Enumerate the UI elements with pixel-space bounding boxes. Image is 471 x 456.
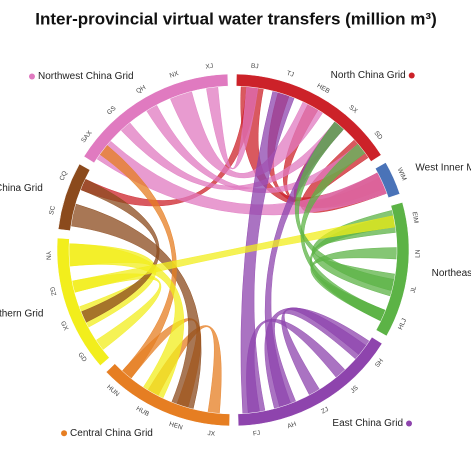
- region-arc: [375, 202, 410, 337]
- region-label: Northeast China Grid: [432, 268, 471, 279]
- province-label: GD: [76, 351, 88, 363]
- province-label: GX: [59, 320, 70, 332]
- province-label: TJ: [286, 70, 295, 79]
- ring: BJ TJ HEB SX SD North China Grid WIM West Inner…: [0, 63, 471, 439]
- region-label: Southwest China Grid: [0, 183, 43, 194]
- region-arc: [236, 73, 382, 162]
- province-label: BJ: [251, 63, 259, 71]
- region-dot: [406, 420, 413, 427]
- chords: [68, 85, 398, 414]
- region-label: Northwest China Grid: [38, 71, 134, 82]
- region-arc: [56, 237, 110, 366]
- province-label: SAX: [80, 129, 94, 144]
- province-label: AH: [287, 421, 298, 431]
- province-label: HLJ: [397, 318, 408, 331]
- region-arc: [374, 162, 401, 199]
- province-label: SC: [48, 205, 57, 216]
- province-label: GZ: [48, 286, 57, 296]
- province-label: JL: [410, 285, 418, 294]
- region-label: China Southern Grid: [0, 308, 43, 319]
- title: Inter-provincial virtual water transfers…: [35, 9, 436, 28]
- province-label: YN: [44, 251, 51, 261]
- region-label: Central China Grid: [70, 428, 153, 439]
- region-dot: [28, 73, 35, 80]
- region-label: West Inner Mongolia Grid: [415, 163, 471, 174]
- province-label: FJ: [253, 430, 261, 438]
- region-arc: [83, 73, 229, 164]
- region-arc: [105, 363, 230, 427]
- province-label: HUN: [105, 384, 120, 399]
- province-label: CQ: [59, 170, 69, 182]
- province-label: WIM: [396, 167, 408, 182]
- province-label: HEN: [168, 421, 184, 432]
- province-label: HEB: [316, 82, 331, 95]
- province-label: GS: [106, 104, 118, 116]
- region-arc: [237, 336, 383, 427]
- province-label: NX: [169, 70, 180, 80]
- region-label: East China Grid: [332, 418, 403, 429]
- province-label: ZJ: [320, 406, 330, 416]
- region-arc: [57, 163, 91, 231]
- province-label: QH: [135, 84, 147, 95]
- province-label: HUB: [135, 405, 150, 418]
- province-label: SX: [347, 104, 359, 115]
- province-label: EIM: [410, 211, 419, 224]
- province-label: SD: [372, 130, 383, 142]
- province-label: XJ: [205, 63, 213, 71]
- province-label: LN: [415, 249, 422, 258]
- region-dot: [61, 430, 68, 437]
- region-label: North China Grid: [331, 70, 406, 81]
- region-dot: [408, 72, 415, 79]
- province-label: JS: [349, 384, 360, 395]
- province-label: SH: [374, 357, 385, 369]
- province-label: JX: [207, 430, 216, 438]
